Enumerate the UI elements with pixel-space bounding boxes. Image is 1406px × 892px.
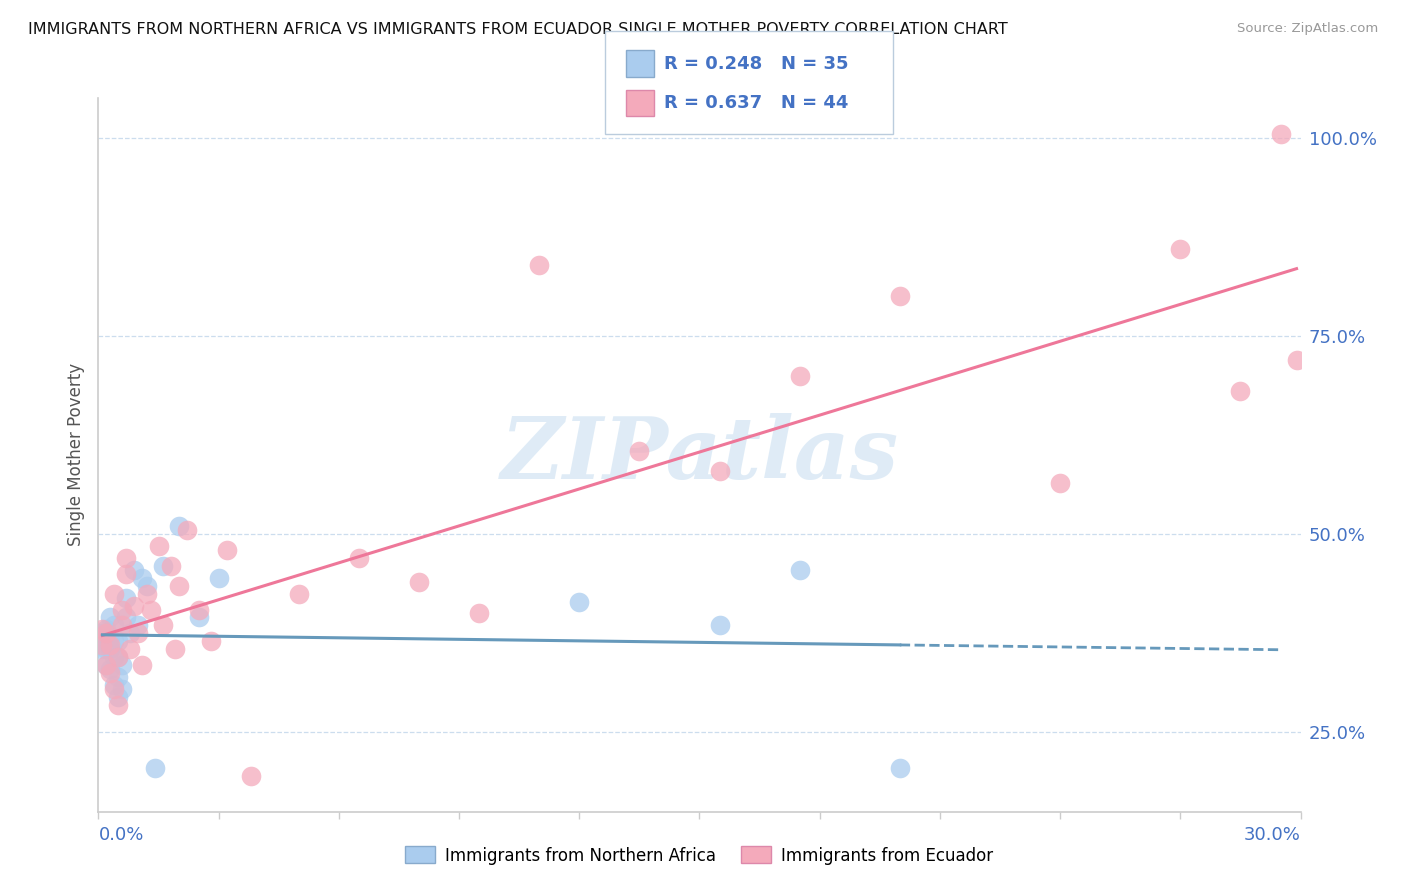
Point	[96, 658, 118, 673]
Point	[167, 519, 190, 533]
Point	[789, 563, 811, 577]
Point	[107, 670, 129, 684]
Point	[96, 658, 118, 673]
Point	[709, 618, 731, 632]
Point	[124, 599, 146, 613]
Point	[215, 543, 238, 558]
Point	[889, 289, 911, 303]
Point	[100, 638, 122, 652]
Point	[163, 642, 186, 657]
Point	[115, 610, 138, 624]
Point	[111, 618, 134, 632]
Point	[408, 574, 430, 589]
Point	[107, 698, 129, 712]
Point	[96, 642, 118, 657]
Point	[96, 623, 118, 637]
Text: IMMIGRANTS FROM NORTHERN AFRICA VS IMMIGRANTS FROM ECUADOR SINGLE MOTHER POVERTY: IMMIGRANTS FROM NORTHERN AFRICA VS IMMIG…	[28, 22, 1008, 37]
Point	[789, 368, 811, 383]
Point	[131, 571, 153, 585]
Point	[176, 523, 198, 537]
Point	[107, 690, 129, 704]
Point	[103, 650, 125, 665]
Point	[111, 658, 134, 673]
Point	[468, 607, 491, 621]
Point	[187, 610, 209, 624]
Point	[115, 591, 138, 605]
Point	[91, 626, 114, 640]
Point	[115, 566, 138, 581]
Point	[152, 618, 174, 632]
Point	[152, 558, 174, 573]
Point	[100, 630, 122, 644]
Point	[107, 650, 129, 665]
Point	[111, 602, 134, 616]
Point	[1170, 242, 1192, 256]
Text: 30.0%: 30.0%	[1244, 826, 1301, 844]
Point	[100, 642, 122, 657]
Point	[115, 551, 138, 566]
Point	[128, 626, 150, 640]
Point	[100, 662, 122, 676]
Point	[120, 626, 142, 640]
Point	[128, 618, 150, 632]
Point	[1049, 475, 1071, 490]
Point	[91, 642, 114, 657]
Point	[139, 602, 162, 616]
Point	[208, 571, 231, 585]
Point	[120, 642, 142, 657]
Text: Source: ZipAtlas.com: Source: ZipAtlas.com	[1237, 22, 1378, 36]
Point	[568, 594, 591, 608]
Y-axis label: Single Mother Poverty: Single Mother Poverty	[66, 363, 84, 547]
Point	[167, 579, 190, 593]
Point	[91, 638, 114, 652]
Point	[135, 579, 157, 593]
Point	[131, 658, 153, 673]
Text: 0.0%: 0.0%	[98, 826, 143, 844]
Point	[107, 634, 129, 648]
Point	[107, 650, 129, 665]
Point	[288, 587, 311, 601]
Point	[159, 558, 181, 573]
Point	[103, 587, 125, 601]
Point	[91, 623, 114, 637]
Point	[200, 634, 222, 648]
Point	[100, 610, 122, 624]
Point	[103, 618, 125, 632]
Point	[103, 634, 125, 648]
Point	[143, 761, 166, 775]
Point	[187, 602, 209, 616]
Point	[1270, 127, 1292, 141]
Point	[96, 626, 118, 640]
Point	[529, 258, 551, 272]
Point	[628, 444, 651, 458]
Text: R = 0.637   N = 44: R = 0.637 N = 44	[664, 95, 848, 112]
Point	[1229, 384, 1251, 399]
Legend: Immigrants from Northern Africa, Immigrants from Ecuador: Immigrants from Northern Africa, Immigra…	[399, 839, 1000, 871]
Point	[148, 539, 170, 553]
Point	[100, 665, 122, 680]
Point	[1285, 352, 1308, 367]
Point	[239, 769, 262, 783]
Text: R = 0.248   N = 35: R = 0.248 N = 35	[664, 54, 848, 73]
Point	[889, 761, 911, 775]
Point	[124, 563, 146, 577]
Point	[111, 681, 134, 696]
Point	[709, 464, 731, 478]
Point	[347, 551, 370, 566]
Point	[103, 681, 125, 696]
Point	[103, 678, 125, 692]
Point	[135, 587, 157, 601]
Text: ZIPatlas: ZIPatlas	[501, 413, 898, 497]
